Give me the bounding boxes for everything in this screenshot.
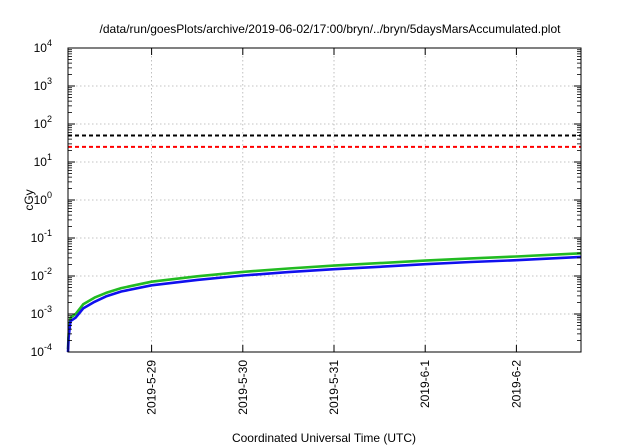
x-axis-title: Coordinated Universal Time (UTC)	[232, 431, 416, 445]
x-axis-ticks: 2019-5-29 2019-5-30 2019-5-31 2019-6-1 2019-…	[145, 48, 523, 415]
x-tick-label: 2019-5-30	[236, 360, 250, 415]
y-tick-label: 104	[34, 38, 52, 55]
y-axis-ticks: 10-4 10-3 10-2 10-1 100 101 102 103 104	[31, 38, 581, 359]
y-tick-label: 10-4	[31, 342, 52, 359]
grid	[68, 48, 581, 352]
series-lines	[66, 252, 582, 353]
y-tick-label: 103	[34, 76, 52, 93]
y-axis-title: cGy	[22, 189, 36, 210]
x-tick-label: 2019-6-2	[509, 360, 523, 408]
y-tick-label: 102	[34, 114, 52, 131]
series-line	[66, 255, 582, 353]
reference-lines	[68, 134, 581, 148]
x-tick-label: 2019-5-29	[145, 360, 159, 415]
y-tick-label: 10-1	[31, 228, 52, 245]
y-tick-label: 10-3	[31, 304, 52, 321]
series-line	[66, 252, 582, 350]
x-tick-label: 2019-5-31	[327, 360, 341, 415]
y-tick-label: 100	[34, 190, 52, 207]
y-tick-label: 101	[34, 152, 52, 169]
chart-title: /data/run/goesPlots/archive/2019-06-02/1…	[100, 22, 562, 36]
x-tick-label: 2019-6-1	[418, 360, 432, 408]
y-tick-label: 10-2	[31, 266, 52, 283]
